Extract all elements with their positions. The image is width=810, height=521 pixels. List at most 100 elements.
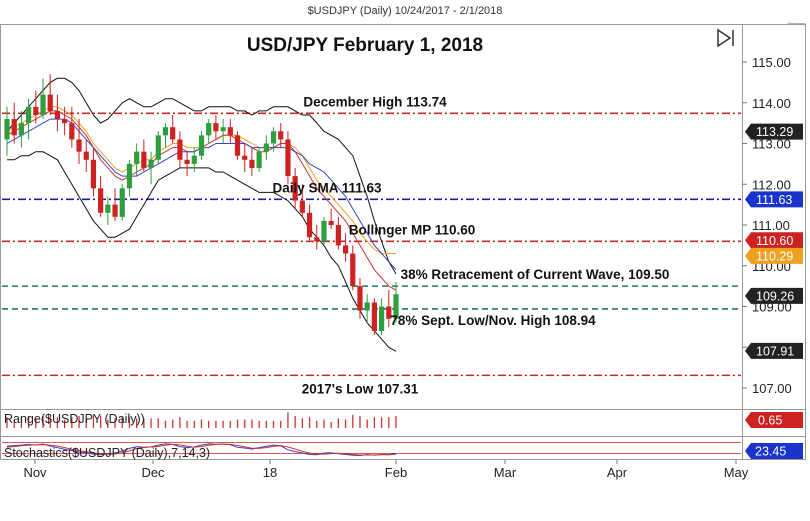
candle-body <box>335 225 341 246</box>
candle-body <box>278 131 284 140</box>
price-badge-label: 111.63 <box>756 193 792 207</box>
range-indicator: Range($USDJPY (Daily)) 0.65 <box>4 412 803 428</box>
candle-body <box>76 139 82 152</box>
candle-body <box>83 151 89 160</box>
candle-body <box>342 245 349 254</box>
stoch-d-line <box>6 443 397 456</box>
candle-body <box>306 212 313 238</box>
x-tick-label: 18 <box>263 465 277 480</box>
candle-body <box>40 94 46 115</box>
forward-icon[interactable] <box>717 28 734 48</box>
candle-body <box>292 176 298 201</box>
candle-body <box>69 123 75 140</box>
y-tick-label: 113.00 <box>752 137 791 152</box>
candle-body <box>249 159 255 168</box>
candle-body <box>270 131 277 144</box>
candle-body <box>11 119 17 136</box>
y-tick-label: 107.00 <box>752 381 792 396</box>
candle-body <box>393 294 399 319</box>
x-tick-label: Mar <box>494 465 517 480</box>
candle-body <box>242 155 248 160</box>
range-label: Range($USDJPY (Daily)) <box>4 412 145 426</box>
chart-header: $USDJPY (Daily) 10/24/2017 - 2/1/2018 <box>308 5 503 17</box>
candle-body <box>148 159 154 168</box>
candle-body <box>33 106 39 115</box>
level-label: 38% Retracement of Current Wave, 109.50 <box>401 267 670 282</box>
candle-body <box>112 204 118 217</box>
upper-band-line <box>6 77 397 275</box>
candle-body <box>184 159 190 164</box>
candle-body <box>321 220 327 242</box>
price-badge <box>745 123 803 140</box>
stoch-k-line <box>6 443 397 457</box>
price-badge-label: 109.26 <box>756 289 794 303</box>
level-label: 78% Sept. Low/Nov. High 108.94 <box>390 313 596 328</box>
candle-body <box>263 143 269 152</box>
stochastics-indicator: Stochastics($USDJPY (Daily),7,14,3) 23.45 <box>2 442 803 460</box>
price-panel <box>0 24 806 410</box>
stoch-value: 23.45 <box>755 445 786 459</box>
price-badge-label: 110.29 <box>756 249 793 263</box>
price-badge <box>745 247 803 264</box>
candle-body <box>378 306 385 331</box>
candle-body <box>285 139 291 177</box>
candle-body <box>155 135 161 160</box>
candle-body <box>141 151 147 168</box>
candle-body <box>364 302 370 311</box>
level-lines <box>2 112 741 377</box>
y-tick-label: 114.00 <box>752 96 791 111</box>
candle-body <box>256 151 262 168</box>
x-axis: Nov Dec 18 Feb Mar Apr May <box>23 460 749 480</box>
candle-body <box>54 110 61 120</box>
candle-body <box>371 302 377 331</box>
candle-body <box>314 237 320 242</box>
candle-body <box>98 188 104 213</box>
price-badge <box>745 342 803 359</box>
candle-body <box>299 200 305 213</box>
level-label: Bollinger MP 110.60 <box>349 222 476 237</box>
x-tick-label: Feb <box>385 465 407 480</box>
lower-band-line <box>7 151 397 352</box>
candle-body <box>213 123 219 132</box>
candle-body <box>126 163 133 189</box>
candle-body <box>357 286 363 311</box>
candle-body <box>177 139 183 160</box>
candle-body <box>206 123 212 136</box>
y-tick-label: 115.00 <box>752 55 791 70</box>
level-label: 2017's Low 107.31 <box>302 381 419 396</box>
candle-body <box>386 306 392 319</box>
level-label: December High 113.74 <box>303 94 447 109</box>
candle-body <box>191 155 197 164</box>
level-annotations: December High 113.74 Daily SMA 111.63 Boll… <box>272 94 669 396</box>
candle-body <box>26 106 32 124</box>
price-badge <box>745 232 803 249</box>
x-tick-label: Dec <box>141 465 165 480</box>
candle-body <box>62 119 68 124</box>
candle-body <box>90 159 97 189</box>
candle-body <box>162 127 169 136</box>
y-tick-label: 111.00 <box>752 218 790 233</box>
candle-body <box>350 253 356 287</box>
candle-body <box>18 123 25 136</box>
candle-body <box>170 127 176 140</box>
candle-body <box>198 135 205 156</box>
candle-body <box>119 188 125 217</box>
candle-body <box>227 127 233 136</box>
x-tick-label: Apr <box>607 465 628 480</box>
stoch-value-badge <box>745 443 803 459</box>
price-badge <box>745 191 803 208</box>
x-tick-label: May <box>724 465 749 480</box>
chart-title: USD/JPY February 1, 2018 <box>247 35 483 56</box>
x-tick-label: Nov <box>23 465 47 480</box>
range-value-badge <box>745 412 803 428</box>
candle-body <box>4 119 10 140</box>
candle-body <box>220 127 226 132</box>
price-badge-label: 107.91 <box>756 344 794 358</box>
candle-body <box>134 151 140 164</box>
price-badge-label: 110.60 <box>756 234 793 248</box>
stoch-label: Stochastics($USDJPY (Daily),7,14,3) <box>4 446 210 460</box>
candle-body <box>328 220 334 225</box>
